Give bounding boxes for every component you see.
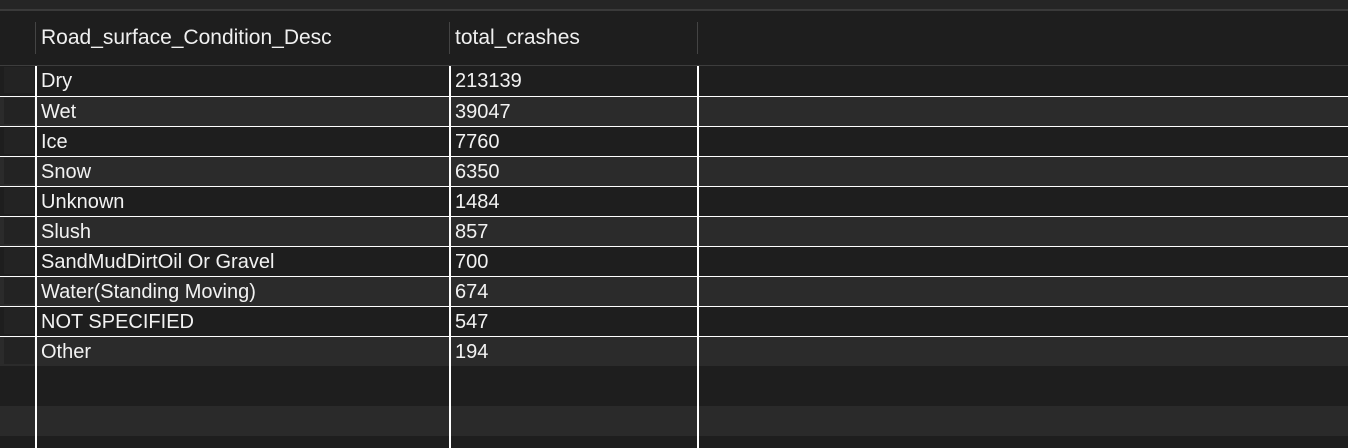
- column-gridline: [449, 66, 451, 448]
- table-row[interactable]: Slush 857: [0, 216, 1348, 246]
- cell-condition[interactable]: Unknown: [41, 191, 125, 213]
- table-row[interactable]: Wet 39047: [0, 96, 1348, 126]
- empty-row-area: [0, 406, 1348, 436]
- table-row[interactable]: Unknown 1484: [0, 186, 1348, 216]
- column-header-total-crashes[interactable]: total_crashes: [455, 26, 580, 49]
- cell-total-crashes[interactable]: 194: [455, 341, 489, 363]
- cell-condition[interactable]: Slush: [41, 221, 92, 243]
- empty-row-area: [0, 436, 1348, 448]
- cell-total-crashes[interactable]: 6350: [455, 161, 500, 183]
- row-selector[interactable]: [4, 278, 34, 304]
- cell-condition[interactable]: Wet: [41, 101, 77, 123]
- cell-condition[interactable]: Water(Standing Moving): [41, 281, 256, 303]
- row-selector[interactable]: [4, 67, 34, 93]
- column-divider[interactable]: [449, 22, 450, 54]
- table-row[interactable]: Water(Standing Moving) 674: [0, 276, 1348, 306]
- table-row[interactable]: Other 194: [0, 336, 1348, 366]
- grid-body: Dry 213139 Wet 39047 Ice 7760 Snow 6350 …: [0, 66, 1348, 366]
- cell-condition[interactable]: Dry: [41, 70, 73, 92]
- row-selector[interactable]: [4, 308, 34, 334]
- table-row[interactable]: Dry 213139: [0, 66, 1348, 96]
- row-selector[interactable]: [4, 158, 34, 184]
- cell-total-crashes[interactable]: 857: [455, 221, 489, 243]
- row-selector[interactable]: [4, 188, 34, 214]
- cell-total-crashes[interactable]: 1484: [455, 191, 500, 213]
- table-row[interactable]: SandMudDirtOil Or Gravel 700: [0, 246, 1348, 276]
- toolbar-edge: [0, 0, 1348, 11]
- table-row[interactable]: Ice 7760: [0, 126, 1348, 156]
- cell-condition[interactable]: Ice: [41, 131, 68, 153]
- empty-row-area: [0, 376, 1348, 406]
- column-divider[interactable]: [697, 22, 698, 54]
- grid-header: Road_surface_Condition_Desc total_crashe…: [0, 11, 1348, 66]
- column-gridline: [35, 66, 37, 448]
- cell-total-crashes[interactable]: 213139: [455, 70, 522, 92]
- cell-total-crashes[interactable]: 674: [455, 281, 489, 303]
- table-row[interactable]: Snow 6350: [0, 156, 1348, 186]
- row-selector[interactable]: [4, 128, 34, 154]
- cell-total-crashes[interactable]: 700: [455, 251, 489, 273]
- cell-total-crashes[interactable]: 39047: [455, 101, 511, 123]
- cell-total-crashes[interactable]: 7760: [455, 131, 500, 153]
- column-header-road-surface-condition[interactable]: Road_surface_Condition_Desc: [41, 26, 332, 49]
- column-gridline: [697, 66, 699, 448]
- row-selector[interactable]: [4, 338, 34, 364]
- row-selector[interactable]: [4, 218, 34, 244]
- cell-condition[interactable]: Snow: [41, 161, 92, 183]
- cell-total-crashes[interactable]: 547: [455, 311, 489, 333]
- table-row[interactable]: NOT SPECIFIED 547: [0, 306, 1348, 336]
- cell-condition[interactable]: NOT SPECIFIED: [41, 311, 194, 333]
- row-selector[interactable]: [4, 98, 34, 124]
- cell-condition[interactable]: Other: [41, 341, 92, 363]
- row-selector[interactable]: [4, 248, 34, 274]
- cell-condition[interactable]: SandMudDirtOil Or Gravel: [41, 251, 275, 273]
- column-divider[interactable]: [35, 22, 36, 54]
